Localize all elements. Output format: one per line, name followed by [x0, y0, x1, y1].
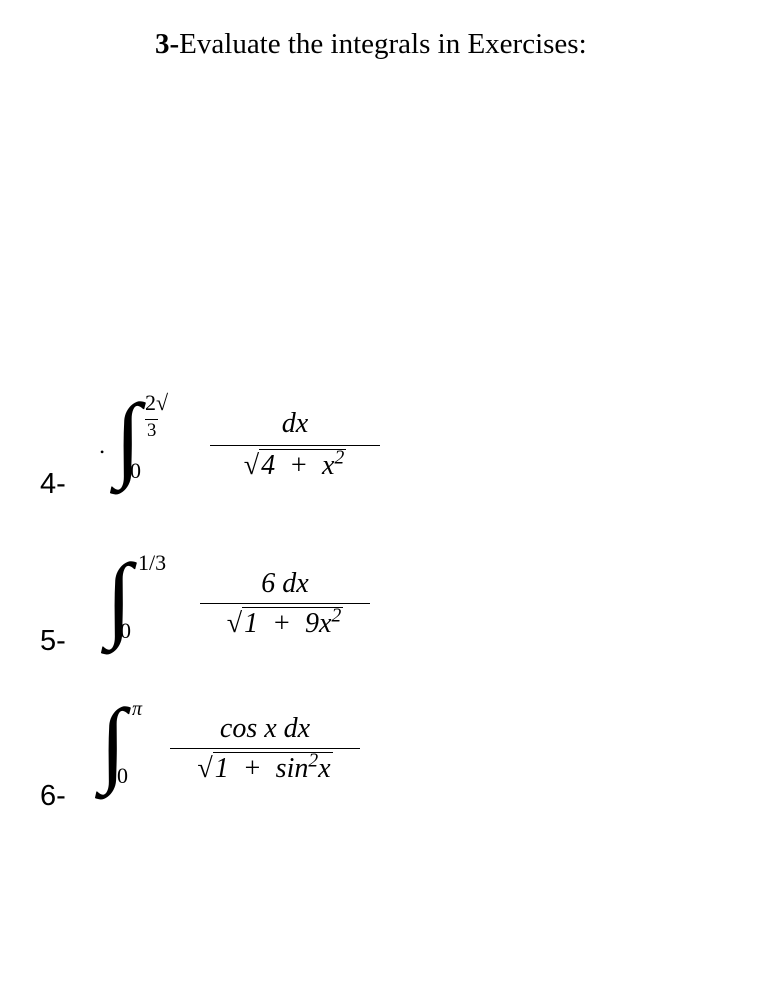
dot-marker: •: [100, 445, 104, 460]
upper-limit: 2√3: [145, 390, 168, 442]
lower-limit: 0: [130, 458, 141, 484]
header-text: Evaluate the integrals in Exercises:: [179, 28, 586, 60]
lower-limit: 0: [120, 618, 131, 644]
problem-4-label: 4-: [40, 468, 66, 501]
upper-limit: 1/3: [138, 550, 166, 576]
fraction-bar: [210, 445, 380, 446]
fraction-bar: [170, 748, 360, 749]
fraction: 6 dx √1 + 9x2: [200, 568, 370, 640]
fraction: dx √4 + x2: [210, 408, 380, 482]
exercise-header: 3-Evaluate the integrals in Exercises:: [155, 28, 587, 61]
header-number: 3-: [155, 28, 179, 60]
upper-limit: π: [132, 698, 142, 721]
fraction: cos x dx √1 + sin2x: [170, 713, 360, 785]
numerator: cos x dx: [170, 713, 360, 745]
fraction-bar: [200, 603, 370, 604]
problem-6-label: 6-: [40, 780, 66, 813]
numerator: dx: [210, 408, 380, 442]
problem-5-label: 5-: [40, 625, 66, 658]
lower-limit: 0: [117, 763, 128, 789]
denominator: √1 + 9x2: [200, 607, 370, 640]
denominator: √4 + x2: [210, 449, 380, 482]
numerator: 6 dx: [200, 568, 370, 600]
denominator: √1 + sin2x: [170, 752, 360, 785]
